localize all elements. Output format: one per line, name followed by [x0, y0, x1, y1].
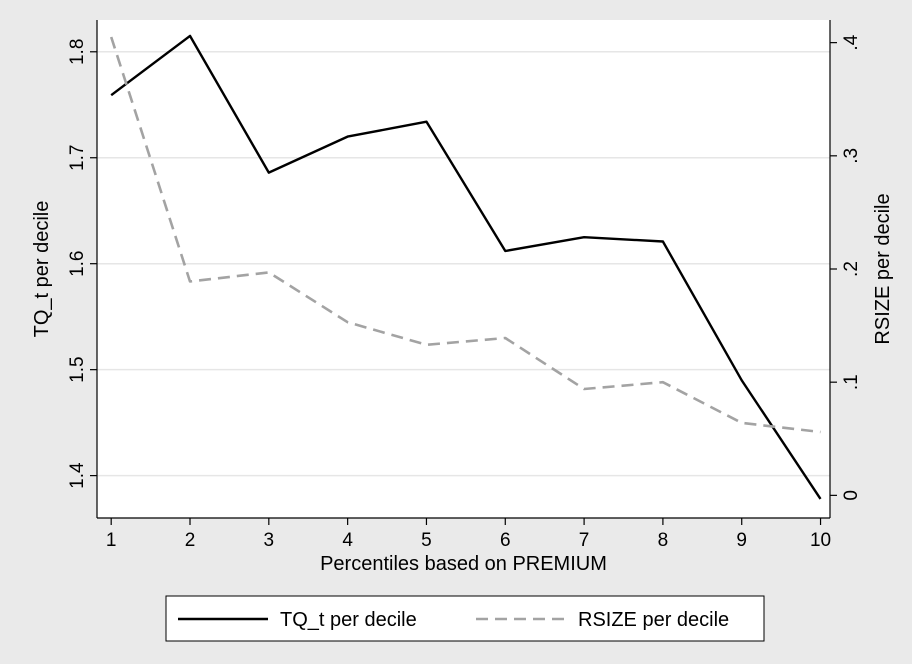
x-tick-label-3: 4 [342, 530, 353, 551]
legend-label-tq: TQ_t per decile [280, 609, 417, 631]
x-tick-label-6: 7 [579, 530, 590, 551]
x-tick-label-7: 8 [658, 530, 669, 551]
grid-lines [97, 51, 830, 477]
y-right-tick-label-1: .1 [841, 374, 862, 390]
x-tick-label-9: 10 [810, 530, 831, 551]
y-right-tick-label-3: .3 [841, 148, 862, 164]
series-line-tq [110, 34, 822, 500]
y-left-tick-label-4: 1.8 [67, 39, 88, 65]
y-right-tick-label-0: 0 [841, 490, 862, 501]
y-left-tick-label-2: 1.6 [67, 250, 88, 276]
x-tick-label-4: 5 [421, 530, 432, 551]
x-tick-label-5: 6 [500, 530, 511, 551]
y-left-axis-title: TQ_t per decile [31, 201, 53, 338]
plot-area [97, 20, 830, 518]
y-left-tick-label-1: 1.5 [67, 356, 88, 382]
series-layer [109, 34, 822, 500]
legend: TQ_t per decile RSIZE per decile [165, 595, 765, 642]
y-left-tick-label-0: 1.4 [67, 462, 88, 489]
y-right-axis-title: RSIZE per decile [872, 193, 894, 344]
legend-label-rsize: RSIZE per decile [578, 609, 729, 631]
series-line-rsize [109, 36, 821, 434]
y-right-tick-label-2: .2 [841, 261, 862, 277]
x-tick-label-8: 9 [736, 530, 747, 551]
x-tick-label-1: 2 [185, 530, 196, 551]
ticks: 1 2 3 4 5 6 7 8 9 10 1.4 1.5 1.6 1.7 1.8 0 .1 .2 .3 .4 [67, 34, 862, 551]
x-tick-label-0: 1 [106, 530, 117, 551]
y-left-tick-label-3: 1.7 [67, 145, 88, 171]
x-tick-label-2: 3 [264, 530, 275, 551]
x-axis-title: Percentiles based on PREMIUM [320, 553, 607, 575]
y-right-tick-label-4: .4 [841, 34, 862, 50]
